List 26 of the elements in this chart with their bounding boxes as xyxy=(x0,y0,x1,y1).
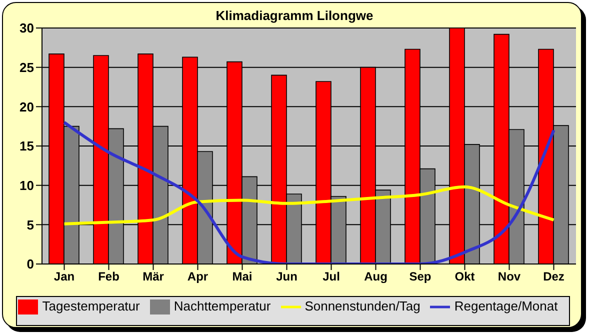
x-tick-label: Apr xyxy=(187,270,208,284)
y-tick-label: 5 xyxy=(26,217,34,232)
x-tick-label: Dez xyxy=(543,270,564,284)
legend-label: Sonnenstunden/Tag xyxy=(304,298,420,314)
y-tick-label: 25 xyxy=(20,60,34,75)
x-tick-label: Jun xyxy=(276,270,298,284)
legend-label: Tagestemperatur xyxy=(42,298,140,314)
y-tick-label: 30 xyxy=(20,20,34,36)
legend-label: Regentage/Monat xyxy=(454,298,558,314)
line-series xyxy=(62,185,556,226)
x-tick-label: Nov xyxy=(498,270,521,284)
y-tick-label: 10 xyxy=(20,178,34,193)
x-tick-label: Jul xyxy=(322,270,340,284)
x-tick-label: Okt xyxy=(454,270,475,284)
y-tick-label: 15 xyxy=(20,138,34,154)
y-tick-label: 0 xyxy=(26,256,34,272)
line-series xyxy=(62,120,556,264)
x-tick-label: Mär xyxy=(142,270,164,284)
legend-label: Nachttemperatur xyxy=(174,298,271,314)
x-tick-label: Feb xyxy=(98,270,120,284)
x-tick-label: Sep xyxy=(409,270,432,284)
x-tick-label: Mai xyxy=(232,270,252,284)
x-tick-label: Jan xyxy=(54,270,75,284)
y-tick-label: 20 xyxy=(20,99,34,114)
x-tick-label: Aug xyxy=(364,270,388,284)
chart-title: Klimadiagramm Lilongwe xyxy=(216,8,374,23)
